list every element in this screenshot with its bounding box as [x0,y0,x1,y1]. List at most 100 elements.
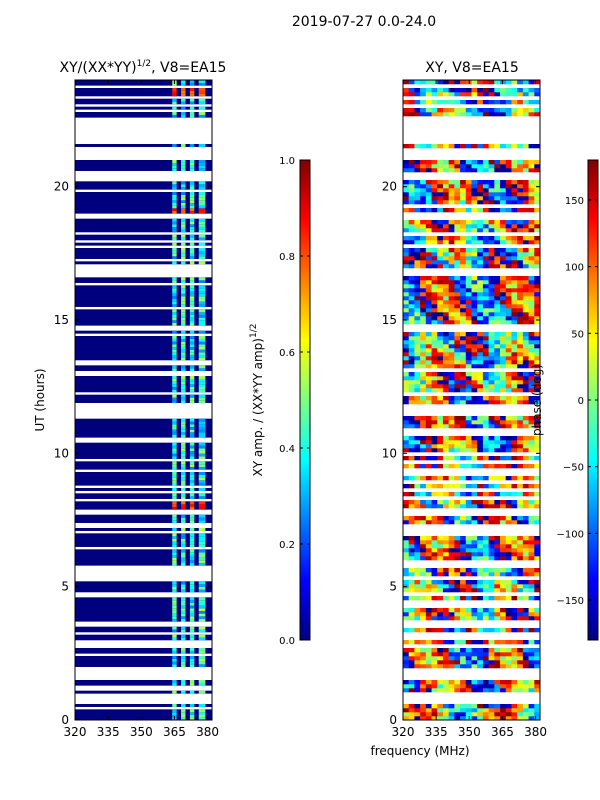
left-heatmap-row [75,488,212,491]
left-heatmap-row [75,618,212,622]
right-heatmap-cell [482,188,489,193]
right-heatmap-cell [505,580,512,585]
left-heatmap-band-cell [181,197,186,201]
right-colorbar-tick-label: 0 [578,396,584,407]
right-heatmap-cell [500,316,507,321]
left-heatmap-row [75,426,212,430]
right-heatmap-cell [522,544,529,549]
left-heatmap-band-cell [198,626,206,630]
right-heatmap-cell [488,492,495,497]
right-heatmap-cell [482,464,489,469]
right-heatmap-cell [505,440,512,445]
right-heatmap-cell [528,308,535,313]
left-heatmap-band-cell [181,277,186,281]
right-heatmap-cell [482,456,489,461]
right-heatmap-cell [477,536,484,541]
right-heatmap-cell [442,380,449,385]
right-heatmap-cell [505,424,512,429]
right-heatmap-cell [465,396,472,401]
right-heatmap-cell [408,276,415,281]
right-heatmap-cell [505,436,512,441]
right-heatmap-cell [511,652,518,657]
right-heatmap-cell [511,188,518,193]
right-heatmap-cell [494,340,501,345]
right-heatmap-cell [420,300,427,305]
right-heatmap-cell [460,228,467,233]
right-heatmap-cell [500,348,507,353]
right-heatmap-cell [534,388,541,393]
left-heatmap-band-cell [181,250,186,254]
right-heatmap-cell [431,708,438,713]
left-heatmap-row [75,261,212,265]
right-heatmap-cell [477,248,484,253]
right-heatmap-cell [460,492,467,497]
right-heatmap-cell [494,516,501,521]
right-heatmap-cell [494,196,501,201]
left-heatmap-band-cell [181,224,186,227]
left-heatmap-row [75,533,212,537]
left-heatmap-band-cell [189,200,195,203]
right-heatmap-cell [528,380,535,385]
right-heatmap-cell [465,228,472,233]
right-heatmap-cell [403,276,410,281]
left-heatmap-band-cell [181,605,186,609]
right-heatmap-cell [505,660,512,665]
right-heatmap-cell [517,440,524,445]
right-heatmap-cell [425,588,432,593]
right-heatmap-cell [448,196,455,201]
right-heatmap-cell [488,200,495,205]
right-heatmap-cell [425,284,432,289]
right-heatmap-cell [437,356,444,361]
right-heatmap-cell [471,704,478,709]
right-heatmap-cell [500,400,507,405]
left-panel: XY/(XX*YY)1/2, V8=EA15 320 335 350 365 380 0… [33,59,226,739]
right-heatmap-cell [511,316,518,321]
right-heatmap-cell [408,348,415,353]
right-heatmap-cell [460,580,467,585]
right-heatmap-cell [500,420,507,425]
left-heatmap-band-cell [189,357,195,361]
right-heatmap-cell [414,680,421,685]
right-heatmap-cell [465,200,472,205]
right-heatmap-cell [454,664,461,669]
right-heatmap-cell [522,260,529,265]
left-heatmap-row [75,184,212,187]
right-heatmap-cell [414,308,421,313]
right-heatmap-cell [534,300,541,305]
left-heatmap-band-cell [189,421,195,425]
right-heatmap-cell [488,660,495,665]
left-heatmap-band-cell [181,552,186,555]
right-heatmap-cell [403,420,410,425]
left-heatmap-band-cell [189,626,195,630]
right-heatmap-cell [420,224,427,229]
right-heatmap-cell [471,312,478,317]
right-heatmap-cell [505,168,512,173]
right-heatmap-cell [454,284,461,289]
right-heatmap-cell [517,500,524,505]
right-heatmap-cell [448,220,455,225]
right-heatmap-cell [522,552,529,557]
right-heatmap-cell [534,92,541,97]
right-heatmap-cell [460,180,467,185]
left-heatmap-row [75,309,212,313]
right-heatmap-cell [471,196,478,201]
left-heatmap-band-cell [198,434,206,438]
right-heatmap-cell [431,276,438,281]
right-heatmap-cell [403,188,410,193]
right-heatmap-cell [420,628,427,633]
left-heatmap-band-cell [181,626,186,630]
right-heatmap-cell [494,144,501,149]
right-heatmap-cell [522,648,529,653]
right-heatmap-cell [408,548,415,553]
right-heatmap-cell [414,540,421,545]
right-heatmap-cell [505,228,512,233]
right-heatmap-cell [488,276,495,281]
right-heatmap-cell [500,344,507,349]
left-heatmap-band-cell [181,426,186,430]
right-heatmap-cell [437,308,444,313]
left-heatmap-band-cell [189,432,195,435]
right-heatmap-cell [494,544,501,549]
left-heatmap-row [75,338,212,342]
right-heatmap-cell [494,160,501,165]
right-heatmap-cell [494,448,501,453]
